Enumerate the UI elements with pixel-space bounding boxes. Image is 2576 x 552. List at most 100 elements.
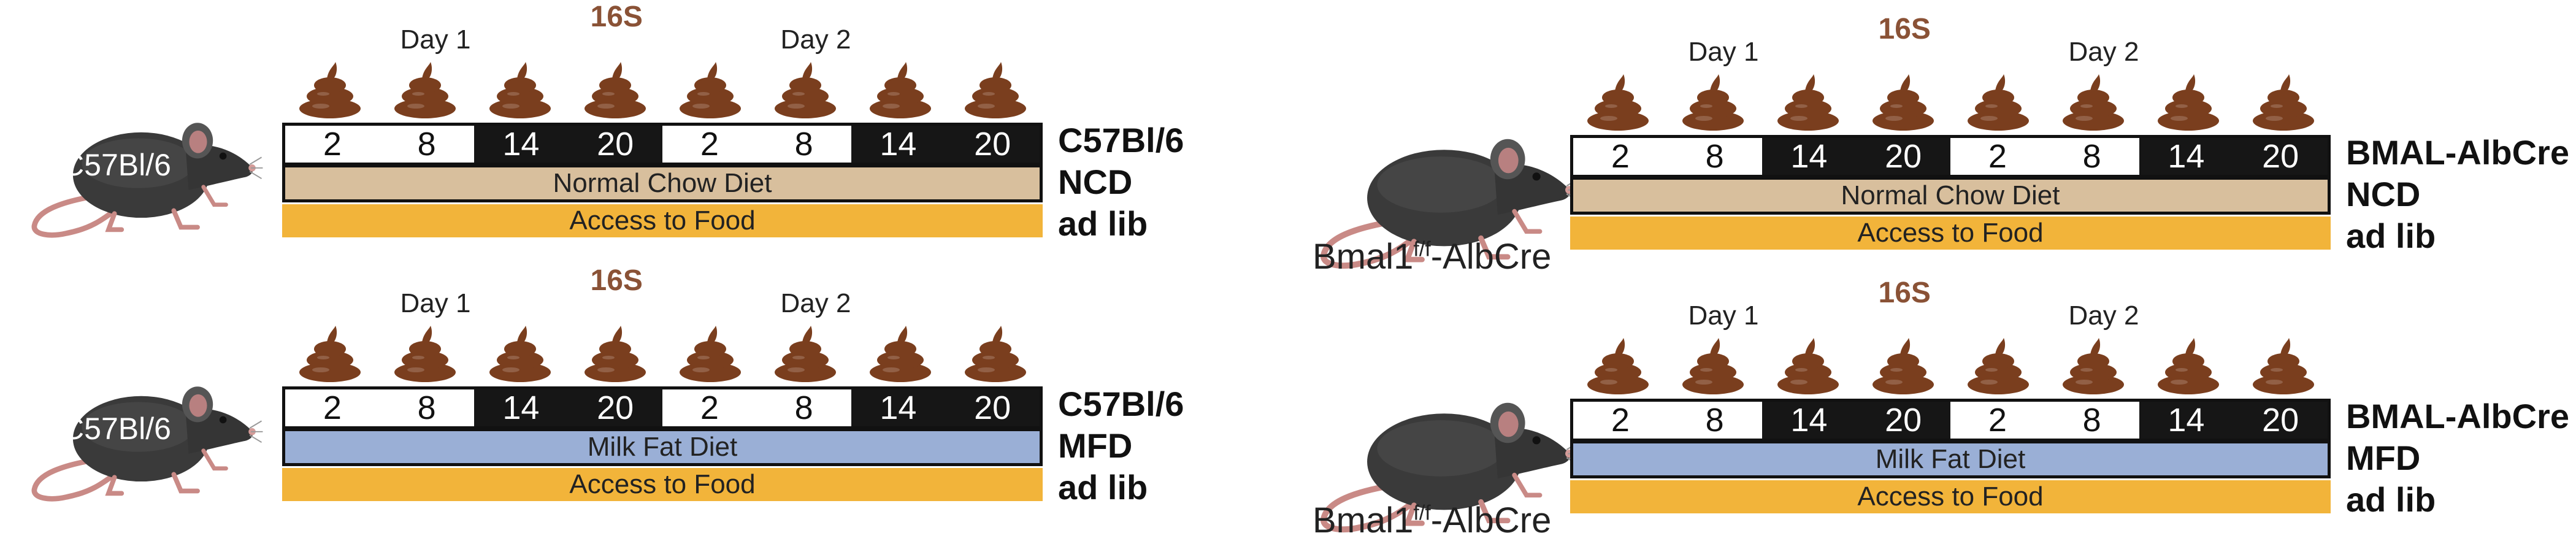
food-access-bar: Access to Food: [282, 204, 1043, 237]
condition-labels: C57Bl/6 MFD ad lib: [1058, 383, 1184, 508]
sequencing-label: 16S: [1878, 13, 1931, 45]
fecal-pellet-icon: [774, 326, 836, 382]
fecal-pellet-icon: [1967, 74, 2029, 131]
fecal-pellet-icon: [1682, 74, 1744, 131]
day-1-label: Day 1: [400, 288, 471, 318]
fecal-pellet-icon: [2157, 338, 2219, 394]
condition-strain: C57Bl/6: [1058, 121, 1184, 159]
fecal-pellet-icon: [2062, 74, 2124, 131]
food-access-bar: Access to Food: [1570, 480, 2331, 513]
sample-icons: [282, 322, 1043, 383]
condition-labels: BMAL-AlbCre MFD ad lib: [2346, 396, 2569, 521]
timepoint-cell: 8: [2044, 138, 2139, 175]
fecal-pellet-icon: [394, 326, 456, 382]
condition-labels: BMAL-AlbCre NCD ad lib: [2346, 132, 2569, 257]
timepoint-cell: 14: [1761, 402, 1857, 439]
strain-name: Bmal1: [1313, 237, 1414, 277]
sample-icons: [1570, 334, 2331, 396]
day-1-label: Day 1: [1688, 301, 1759, 331]
timepoint-cell: 20: [945, 126, 1040, 163]
panel-ko-ncd: Bmal1f/f-AlbCre 16S Day 1 Day 2: [1288, 0, 2576, 277]
mouse-icon: [1321, 402, 1582, 533]
timepoint-cell: 2: [1950, 138, 2045, 175]
fecal-pellet-icon: [394, 62, 456, 118]
timepoint-cell: 14: [2139, 138, 2234, 175]
fecal-pellet-icon: [679, 62, 741, 118]
strain-genotype: f/f: [1413, 501, 1431, 525]
day-2-label: Day 2: [2068, 37, 2139, 67]
fecal-pellet-icon: [489, 62, 551, 118]
fecal-pellet-icon: [299, 62, 361, 118]
timepoint-cell: 20: [568, 126, 662, 163]
panel-wt-ncd: C57Bl/6 16S Day 1 Day 2: [0, 0, 1288, 276]
sample-icons: [282, 58, 1043, 120]
timepoint-cell: 8: [1667, 138, 1762, 175]
fecal-pellet-icon: [1587, 338, 1649, 394]
sample-icons: [1570, 71, 2331, 132]
fecal-pellet-icon: [2062, 338, 2124, 394]
timepoint-timeline: 2 8 14 20 2 8 14 20: [282, 123, 1043, 166]
fecal-pellet-icon: [1777, 74, 1839, 131]
condition-strain: C57Bl/6: [1058, 385, 1184, 423]
fecal-pellet-icon: [1872, 338, 1934, 394]
timepoint-cell: 14: [2139, 402, 2234, 439]
timepoint-cell: 8: [379, 126, 474, 163]
food-access-bar: Access to Food: [1570, 217, 2331, 250]
fecal-pellet-icon: [2252, 74, 2314, 131]
timepoint-cell: 2: [1950, 402, 2045, 439]
timepoint-cell: 2: [662, 389, 757, 426]
timepoint-cell: 20: [568, 389, 662, 426]
timepoint-cell: 2: [285, 389, 380, 426]
mouse-icon: [31, 123, 263, 238]
strain-suffix: -AlbCre: [1430, 500, 1552, 540]
fecal-pellet-icon: [2157, 74, 2219, 131]
diet-bar: Normal Chow Diet: [282, 164, 1043, 202]
timepoint-cell: 14: [473, 126, 569, 163]
day-1-label: Day 1: [1688, 37, 1759, 67]
timepoint-cell: 20: [2233, 138, 2328, 175]
sequencing-label: 16S: [590, 1, 643, 33]
condition-feeding: ad lib: [2346, 480, 2436, 519]
mouse-label: C57Bl/6: [62, 148, 171, 182]
fecal-pellet-icon: [1587, 74, 1649, 131]
diet-bar: Normal Chow Diet: [1570, 177, 2331, 215]
condition-strain: BMAL-AlbCre: [2346, 397, 2569, 435]
sequencing-label: 16S: [590, 264, 643, 297]
day-2-label: Day 2: [780, 25, 851, 55]
sequencing-label: 16S: [1878, 277, 1931, 309]
diet-bar: Milk Fat Diet: [1570, 440, 2331, 478]
mouse-label: C57Bl/6: [62, 412, 171, 446]
condition-feeding: ad lib: [1058, 204, 1148, 243]
timepoint-cell: 8: [379, 389, 474, 426]
mouse-icon: [1321, 139, 1582, 269]
timepoint-cell: 8: [756, 126, 851, 163]
timepoint-cell: 8: [2044, 402, 2139, 439]
day-2-label: Day 2: [2068, 301, 2139, 331]
timepoint-timeline: 2 8 14 20 2 8 14 20: [282, 386, 1043, 429]
fecal-pellet-icon: [2252, 338, 2314, 394]
strain-name: Bmal1: [1313, 500, 1414, 540]
timepoint-cell: 2: [1573, 138, 1668, 175]
timepoint-cell: 8: [756, 389, 851, 426]
day-1-label: Day 1: [400, 25, 471, 55]
fecal-pellet-icon: [299, 326, 361, 382]
fecal-pellet-icon: [584, 326, 646, 382]
condition-feeding: ad lib: [1058, 468, 1148, 507]
timepoint-cell: 20: [945, 389, 1040, 426]
condition-feeding: ad lib: [2346, 217, 2436, 255]
fecal-pellet-icon: [964, 62, 1026, 118]
timepoint-cell: 2: [285, 126, 380, 163]
fecal-pellet-icon: [489, 326, 551, 382]
fecal-pellet-icon: [1777, 338, 1839, 394]
condition-diet: MFD: [1058, 426, 1133, 465]
timepoint-timeline: 2 8 14 20 2 8 14 20: [1570, 399, 2331, 442]
timepoint-cell: 14: [851, 389, 946, 426]
timepoint-cell: 8: [1667, 402, 1762, 439]
timepoint-cell: 14: [851, 126, 946, 163]
fecal-pellet-icon: [584, 62, 646, 118]
strain-label: Bmal1f/f-AlbCre: [1313, 500, 1551, 541]
timepoint-cell: 20: [1856, 138, 1950, 175]
strain-label: Bmal1f/f-AlbCre: [1313, 236, 1551, 277]
fecal-pellet-icon: [964, 326, 1026, 382]
condition-labels: C57Bl/6 NCD ad lib: [1058, 120, 1184, 245]
